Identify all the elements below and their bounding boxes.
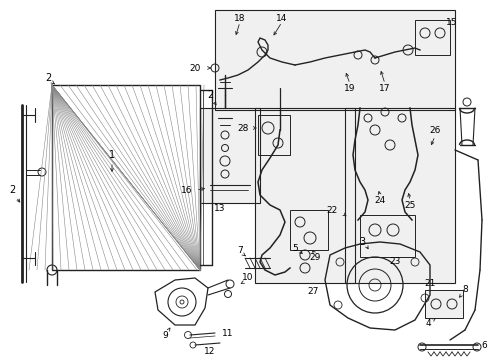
Text: 25: 25 [404, 201, 415, 210]
Text: 2: 2 [206, 90, 213, 100]
Polygon shape [345, 108, 454, 283]
Bar [359, 215, 414, 257]
Bar [52, 85, 200, 270]
Text: 15: 15 [446, 18, 457, 27]
Bar [258, 115, 289, 155]
Text: 17: 17 [379, 84, 390, 93]
Bar [424, 290, 462, 318]
Text: 24: 24 [374, 195, 385, 204]
Text: 11: 11 [222, 329, 233, 338]
Polygon shape [254, 108, 354, 283]
Bar [345, 108, 454, 283]
Bar [254, 108, 354, 283]
Text: 2: 2 [45, 73, 51, 83]
Text: 18: 18 [234, 14, 245, 23]
Text: 20: 20 [189, 63, 200, 72]
Text: 13: 13 [214, 203, 225, 212]
Text: 10: 10 [242, 274, 253, 283]
Bar [414, 20, 449, 55]
Polygon shape [215, 10, 454, 110]
Text: 22: 22 [326, 206, 337, 215]
Polygon shape [359, 215, 414, 257]
Polygon shape [200, 108, 260, 203]
Text: 8: 8 [461, 285, 467, 294]
Polygon shape [424, 290, 462, 318]
Text: 27: 27 [306, 288, 318, 297]
Text: 14: 14 [276, 14, 287, 23]
Text: 21: 21 [424, 279, 435, 288]
Text: 7: 7 [237, 246, 243, 255]
Text: 29: 29 [309, 253, 320, 262]
Text: 19: 19 [344, 84, 355, 93]
Text: 1: 1 [109, 150, 115, 160]
Text: 12: 12 [204, 347, 215, 356]
Text: 3: 3 [358, 237, 365, 247]
Bar [215, 10, 454, 110]
Text: 5: 5 [291, 243, 297, 252]
Text: 28: 28 [237, 123, 248, 132]
Text: 16: 16 [180, 185, 192, 194]
Text: 9: 9 [162, 330, 167, 339]
Text: 6: 6 [480, 341, 486, 350]
Bar [200, 108, 260, 203]
Text: 23: 23 [388, 257, 400, 266]
Text: 2: 2 [9, 185, 15, 195]
Text: 26: 26 [428, 126, 440, 135]
Text: 4: 4 [425, 319, 430, 328]
Bar [289, 210, 327, 250]
